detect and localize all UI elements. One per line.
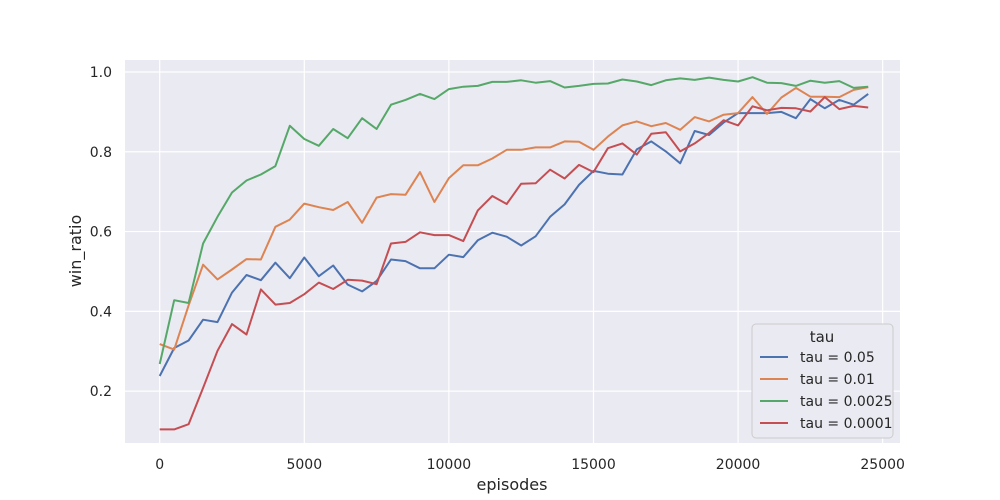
y-axis-title: win_ratio — [66, 215, 86, 288]
series-lines — [158, 76, 869, 431]
y-tick-label: 1.0 — [90, 65, 112, 81]
legend: tau tau = 0.05 tau = 0.01 tau = 0.0025 t… — [751, 323, 894, 439]
x-tick-labels: 0 5000 10000 15000 20000 25000 — [155, 457, 905, 473]
legend-label-tau-0-0025: tau = 0.0025 — [800, 394, 893, 410]
series-line-3 — [159, 96, 869, 431]
legend-label-tau-0-05: tau = 0.05 — [800, 350, 875, 366]
x-tick-label: 0 — [155, 457, 164, 473]
legend-box — [751, 323, 894, 439]
y-tick-label: 0.2 — [90, 384, 112, 400]
series-line-1 — [159, 86, 869, 351]
x-tick-label: 5000 — [286, 457, 322, 473]
x-tick-label: 25000 — [860, 457, 905, 473]
x-tick-label: 20000 — [716, 457, 761, 473]
legend-title: tau — [810, 328, 835, 346]
series-line-0 — [158, 93, 869, 377]
series-line-2 — [158, 76, 869, 365]
x-axis-title: episodes — [477, 475, 548, 494]
x-tick-label: 10000 — [427, 457, 472, 473]
y-tick-label: 0.4 — [90, 304, 112, 320]
y-tick-label: 0.6 — [90, 225, 112, 241]
y-tick-labels: 0.2 0.4 0.6 0.8 1.0 — [90, 65, 112, 400]
legend-label-tau-0-01: tau = 0.01 — [800, 372, 875, 388]
y-tick-label: 0.8 — [90, 145, 112, 161]
x-tick-label: 15000 — [571, 457, 616, 473]
legend-label-tau-0-0001: tau = 0.0001 — [800, 416, 893, 432]
